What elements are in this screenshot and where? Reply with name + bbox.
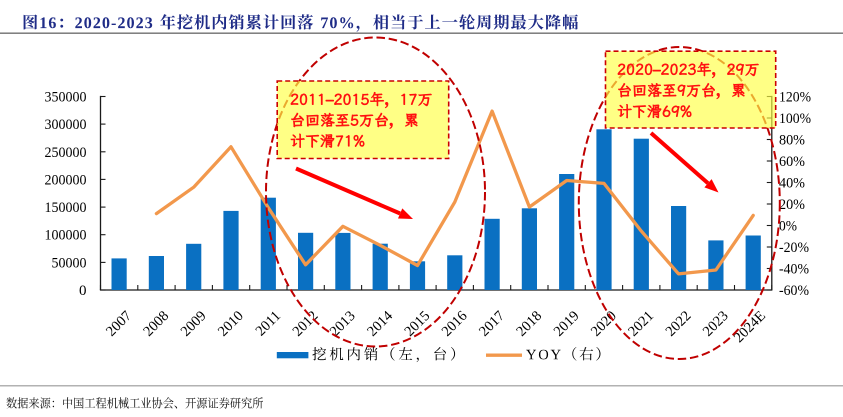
svg-text:20%: 20% <box>779 197 805 213</box>
svg-text:50000: 50000 <box>52 255 87 271</box>
svg-text:300000: 300000 <box>45 117 87 133</box>
svg-text:250000: 250000 <box>45 145 87 161</box>
svg-text:-60%: -60% <box>779 283 809 299</box>
svg-text:-20%: -20% <box>779 240 809 256</box>
svg-text:0: 0 <box>79 283 87 299</box>
svg-text:0%: 0% <box>779 219 797 235</box>
svg-text:150000: 150000 <box>45 200 87 216</box>
svg-text:200000: 200000 <box>45 172 87 188</box>
svg-text:100000: 100000 <box>45 228 87 244</box>
svg-text:-40%: -40% <box>779 262 809 278</box>
svg-text:100%: 100% <box>779 111 811 127</box>
svg-text:80%: 80% <box>779 133 805 149</box>
svg-text:60%: 60% <box>779 154 805 170</box>
svg-text:40%: 40% <box>779 176 805 192</box>
svg-text:120%: 120% <box>779 90 811 106</box>
svg-text:350000: 350000 <box>45 90 87 106</box>
